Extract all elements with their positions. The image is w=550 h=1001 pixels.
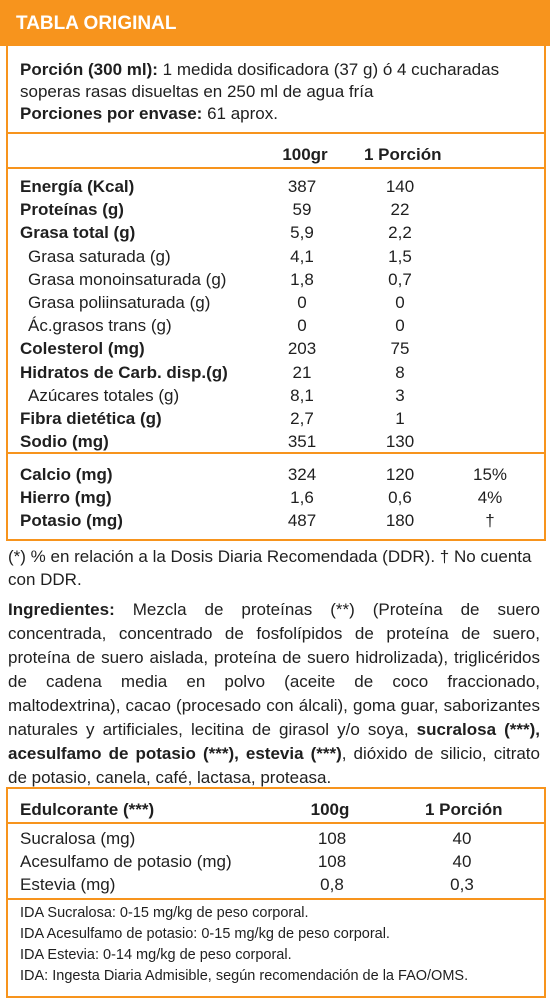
sweetener-name: Sucralosa (mg) <box>20 829 136 848</box>
nutrient-value-100g: 5,9 <box>290 223 314 243</box>
sweetener-col-name: Edulcorante (***) <box>20 800 155 819</box>
mineral-value-100g: 1,6 <box>290 488 314 507</box>
nutrient-value-serving: 22 <box>390 200 410 220</box>
nutrient-value-100g: 0 <box>297 293 307 312</box>
nutrient-value-serving: 1 <box>395 409 405 428</box>
nutrient-value-100g: 21 <box>292 362 312 382</box>
mineral-value-100g: 324 <box>287 465 317 484</box>
sweetener-col-serving: 1 Porción <box>425 800 503 819</box>
serving-text-1: 1 medida dosificadora (37 g) ó 4 cuchara… <box>157 60 500 79</box>
nutrient-value-serving: 8 <box>395 362 405 382</box>
nutrient-value-serving: 140 <box>385 177 415 196</box>
divider <box>6 452 544 454</box>
nutrient-name: Sodio (mg) <box>20 432 109 452</box>
nutrient-name: Energía (Kcal) <box>20 177 135 196</box>
table-title: TABLA ORIGINAL <box>16 13 177 34</box>
nutrient-value-serving: 0,7 <box>388 269 412 289</box>
mineral-value-serving: 120 <box>385 465 415 484</box>
nutrient-value-serving: 75 <box>390 339 410 359</box>
nutrient-value-serving: 0 <box>395 293 405 312</box>
sweetener-col-100g: 100g <box>310 800 350 819</box>
mineral-value-100g: 487 <box>287 511 317 530</box>
nutrient-name: Fibra dietética (g) <box>20 409 162 428</box>
nutrient-name: Grasa poliinsaturada (g) <box>28 293 211 312</box>
nutrient-name: Azúcares totales (g) <box>28 385 180 405</box>
footnote-line1: (*) % en relación a la Dosis Diaria Reco… <box>8 547 532 566</box>
serving-label: Porción (300 ml): <box>20 60 158 79</box>
per-container-label: Porciones por envase: <box>20 104 203 123</box>
serving-text-2: soperas rasas disueltas en 250 ml de agu… <box>20 82 374 101</box>
nutrient-value-100g: 4,1 <box>290 246 314 266</box>
sweetener-value-100g: 108 <box>317 829 347 848</box>
nutrient-value-100g: 1,8 <box>290 269 314 289</box>
ingredients-label: Ingredientes: <box>8 600 115 619</box>
col-header-100g: 100gr <box>282 145 328 164</box>
ingredients-sweeteners: sucralosa (***), acesulfamo de potasio (… <box>8 720 540 763</box>
table-header-bar: TABLA ORIGINAL <box>0 0 550 46</box>
nutrient-value-100g: 0 <box>297 316 307 336</box>
nutrient-value-100g: 8,1 <box>290 385 314 405</box>
mineral-ddr: 4% <box>477 488 503 507</box>
nutrient-value-serving: 1,5 <box>388 246 412 266</box>
sweetener-value-serving: 40 <box>452 829 472 848</box>
nutrient-value-serving: 2,2 <box>388 223 412 243</box>
ingredients-paragraph: Ingredientes: Mezcla de proteínas (**) (… <box>8 598 540 790</box>
sweetener-name: Estevia (mg) <box>20 875 116 894</box>
ida-note: IDA: Ingesta Diaria Admisible, según rec… <box>20 968 469 984</box>
mineral-name: Hierro (mg) <box>20 488 112 507</box>
nutrient-value-100g: 387 <box>287 177 317 196</box>
mineral-value-serving: 0,6 <box>388 488 412 507</box>
mineral-value-serving: 180 <box>385 511 415 530</box>
col-header-serving: 1 Porción <box>364 145 442 164</box>
nutrient-value-100g: 59 <box>292 200 312 220</box>
mineral-ddr: † <box>485 511 495 530</box>
nutrient-name: Colesterol (mg) <box>20 339 145 359</box>
mineral-name: Calcio (mg) <box>20 465 113 484</box>
nutrient-value-100g: 2,7 <box>290 409 314 428</box>
sweetener-value-100g: 0,8 <box>320 875 344 894</box>
sweetener-value-100g: 108 <box>317 852 347 871</box>
footnote-line2: con DDR. <box>8 570 82 589</box>
per-container-line: Porciones por envase: 61 aprox. <box>20 104 278 124</box>
ingredients-text-2: , dióxido de silicio, citrato de potasio… <box>8 744 540 787</box>
nutrient-value-100g: 203 <box>287 339 317 359</box>
divider <box>6 898 544 900</box>
nutrient-name: Proteínas (g) <box>20 200 124 220</box>
nutrient-name: Grasa monoinsaturada (g) <box>28 269 227 289</box>
nutrient-value-serving: 130 <box>385 432 415 452</box>
nutrient-name: Ác.grasos trans (g) <box>28 316 172 336</box>
nutrition-table-frame <box>6 46 546 541</box>
sweetener-name: Acesulfamo de potasio (mg) <box>20 852 232 871</box>
mineral-ddr: 15% <box>472 465 508 484</box>
nutrient-name: Grasa saturada (g) <box>28 246 171 266</box>
serving-line1: Porción (300 ml): 1 medida dosificadora … <box>20 60 499 80</box>
ida-note: IDA Sucralosa: 0-15 mg/kg de peso corpor… <box>20 905 309 921</box>
nutrient-value-serving: 0 <box>395 316 405 336</box>
sweetener-table-frame <box>6 787 546 998</box>
nutrient-value-serving: 3 <box>395 385 405 405</box>
ida-note: IDA Estevia: 0-14 mg/kg de peso corporal… <box>20 947 292 963</box>
sweetener-value-serving: 0,3 <box>450 875 474 894</box>
nutrient-name: Hidratos de Carb. disp.(g) <box>20 362 228 382</box>
divider <box>6 822 544 824</box>
divider <box>6 132 544 134</box>
ida-note: IDA Acesulfamo de potasio: 0-15 mg/kg de… <box>20 926 390 942</box>
nutrient-value-100g: 351 <box>287 432 317 452</box>
sweetener-value-serving: 40 <box>452 852 472 871</box>
per-container-value: 61 aprox. <box>202 104 278 123</box>
mineral-name: Potasio (mg) <box>20 511 123 530</box>
ingredients-text-1: Mezcla de proteínas (**) (Proteína de su… <box>8 600 540 739</box>
divider <box>6 167 544 169</box>
nutrient-name: Grasa total (g) <box>20 223 136 243</box>
